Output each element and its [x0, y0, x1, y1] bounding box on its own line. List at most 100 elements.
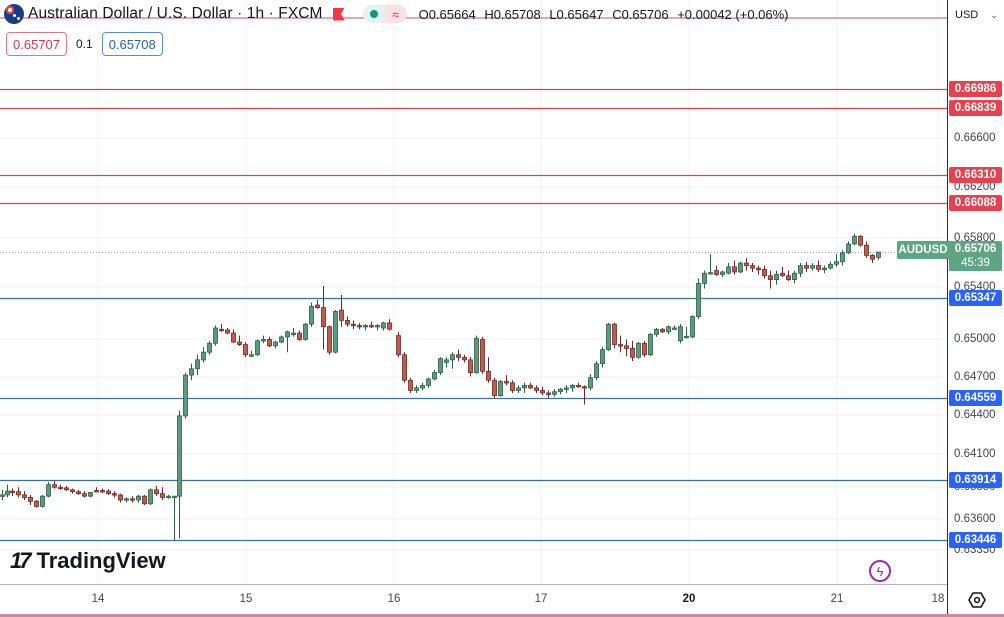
candle — [100, 488, 105, 493]
candle — [142, 494, 147, 506]
candle — [237, 335, 242, 346]
candle — [408, 377, 413, 393]
market-status-pill[interactable]: ≈ — [362, 5, 407, 23]
candle — [189, 363, 194, 381]
candle — [225, 328, 230, 335]
candle — [124, 497, 129, 503]
candle — [624, 339, 629, 357]
candle — [822, 265, 827, 274]
symbol-legend: Australian Dollar / U.S. Dollar · 1h · F… — [4, 3, 794, 25]
candle — [750, 263, 755, 272]
candle — [468, 357, 473, 377]
resistance-level-tag: 0.66088 — [949, 195, 1002, 212]
candle — [594, 361, 599, 381]
candle — [160, 487, 165, 500]
candle — [666, 325, 671, 335]
candle — [402, 352, 407, 383]
chart-settings-button[interactable] — [967, 590, 987, 610]
candle — [630, 340, 635, 362]
ohlc-close: C0.65706 — [612, 6, 669, 22]
candle — [321, 285, 326, 350]
candle — [154, 485, 159, 497]
red-flag-icon[interactable] — [332, 7, 345, 21]
candle — [540, 386, 545, 396]
currency-label: USD — [955, 9, 979, 21]
currency-dropdown[interactable]: USD ⌄ — [948, 4, 1002, 26]
price-axis-label: 0.64700 — [954, 371, 996, 383]
lightning-icon[interactable]: ϟ — [869, 560, 891, 582]
last-price-value: 0.65706 — [954, 243, 997, 255]
bar-countdown: 45:39 — [961, 257, 990, 269]
candle — [201, 347, 206, 363]
candle — [558, 387, 563, 395]
candle — [636, 342, 641, 359]
candle — [297, 330, 302, 341]
ohlc-values: O0.65664 H0.65708 L0.65647 C0.65706 +0.0… — [419, 7, 794, 22]
candle — [267, 336, 272, 348]
candle — [660, 328, 665, 334]
candle — [183, 372, 188, 419]
candle — [528, 382, 533, 390]
buy-button[interactable]: 0.65708 — [101, 32, 163, 56]
candle — [522, 382, 527, 393]
candle — [381, 321, 386, 331]
candle — [858, 235, 863, 247]
candle — [219, 324, 224, 332]
candle — [480, 336, 485, 374]
candle — [339, 294, 344, 327]
symbol-title[interactable]: Australian Dollar / U.S. Dollar · 1h · F… — [28, 5, 323, 22]
tradingview-logo[interactable]: 17 TradingView — [10, 548, 166, 574]
candle — [177, 410, 182, 539]
chevron-down-icon: ⌄ — [990, 9, 998, 20]
sell-button[interactable]: 0.65707 — [6, 32, 67, 56]
candle — [744, 257, 749, 271]
candle — [846, 241, 851, 255]
candle — [315, 299, 320, 309]
candle — [255, 339, 260, 357]
resistance-level-tag: 0.66986 — [949, 81, 1002, 97]
market-open-dot-icon — [362, 5, 385, 23]
candle — [834, 254, 839, 267]
candle — [492, 377, 497, 399]
candle — [279, 335, 284, 344]
candle — [504, 375, 509, 386]
candle — [456, 349, 461, 362]
aud-usd-flag-icon[interactable] — [4, 4, 24, 24]
price-axis-label: 0.66200 — [954, 181, 996, 193]
time-axis-label: 18 — [931, 593, 945, 605]
candle — [798, 263, 803, 278]
candle — [600, 347, 605, 368]
candle — [738, 261, 743, 274]
candle — [588, 373, 593, 391]
candle — [58, 484, 63, 490]
candle — [534, 385, 539, 393]
candle — [876, 251, 881, 260]
candle — [792, 270, 797, 284]
price-axis-label: 0.66600 — [954, 132, 996, 144]
price-axis-label: 0.64400 — [954, 409, 996, 421]
candle — [327, 325, 332, 355]
candle — [345, 316, 350, 327]
candle — [5, 484, 10, 498]
candle — [351, 320, 356, 330]
candle — [369, 321, 374, 329]
candle — [94, 487, 99, 493]
candle — [112, 491, 117, 498]
candle — [172, 495, 177, 541]
support-level-tag: 0.64559 — [949, 390, 1002, 407]
trade-buttons: 0.65707 0.1 0.65708 — [6, 32, 163, 56]
candle — [564, 385, 569, 393]
candle — [273, 340, 278, 349]
resistance-level-tag: 0.66310 — [949, 167, 1002, 184]
candle — [756, 265, 761, 275]
candle — [414, 385, 419, 393]
bottom-border — [0, 614, 1004, 617]
candle — [870, 254, 875, 264]
candle — [64, 485, 69, 492]
candle — [88, 491, 93, 498]
candle — [444, 357, 449, 368]
candle — [864, 241, 869, 258]
candle — [570, 384, 575, 392]
